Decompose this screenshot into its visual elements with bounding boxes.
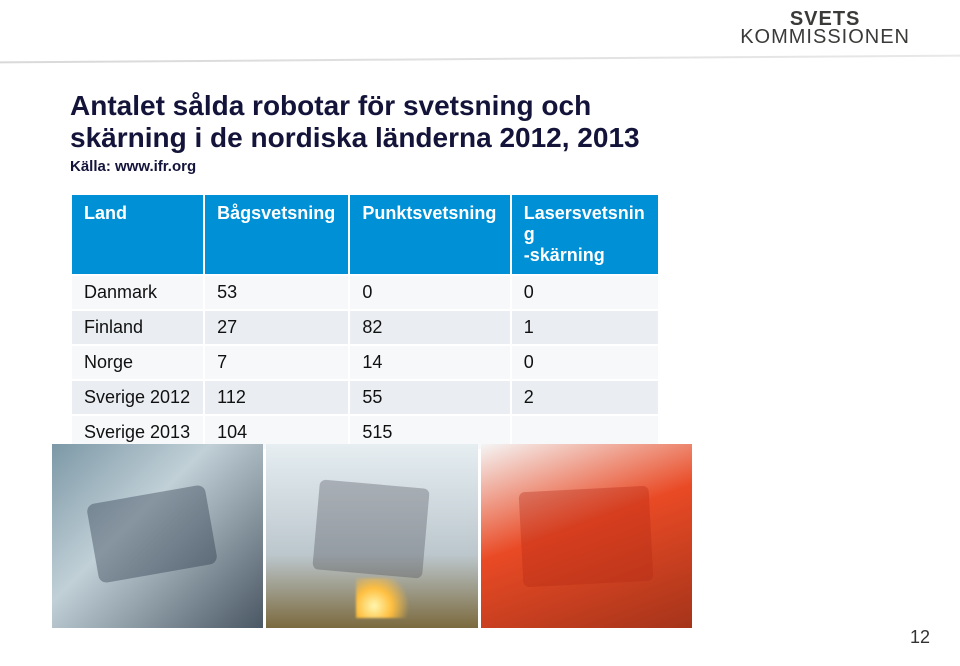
cell-land: Danmark [71,275,204,310]
col-punkt: Punktsvetsning [349,194,510,275]
main-content: Antalet sålda robotar för svetsning och … [70,90,680,451]
header-divider [0,55,960,64]
cell-land: Norge [71,345,204,380]
cell-land: Finland [71,310,204,345]
brand-logo-line2: KOMMISSIONEN [740,28,910,46]
col-land: Land [71,194,204,275]
cell-laser: 2 [511,380,659,415]
cell-punkt: 82 [349,310,510,345]
data-table: Land Bågsvetsning Punktsvetsning Lasersv… [70,193,660,451]
photo-welding-robot-2 [266,444,477,628]
image-strip [52,444,692,628]
cell-punkt: 55 [349,380,510,415]
photo-welding-robot-3 [481,444,692,628]
cell-land: Sverige 2012 [71,380,204,415]
table-row: Finland 27 82 1 [71,310,659,345]
cell-bag: 27 [204,310,349,345]
page-title: Antalet sålda robotar för svetsning och … [70,90,680,154]
cell-bag: 53 [204,275,349,310]
source-line: Källa: www.ifr.org [70,158,680,175]
cell-bag: 7 [204,345,349,380]
cell-laser: 0 [511,275,659,310]
table-row: Norge 7 14 0 [71,345,659,380]
col-laser: Lasersvetsning-skärning [511,194,659,275]
robot-silhouette [518,486,653,588]
weld-spark-icon [356,578,416,618]
cell-laser: 1 [511,310,659,345]
robot-silhouette [86,484,218,584]
page-number: 12 [910,627,930,648]
table-row: Sverige 2012 112 55 2 [71,380,659,415]
cell-punkt: 14 [349,345,510,380]
robot-silhouette [313,479,430,578]
cell-laser: 0 [511,345,659,380]
photo-welding-robot-1 [52,444,263,628]
table-row: Danmark 53 0 0 [71,275,659,310]
brand-logo: SVETS KOMMISSIONEN [740,10,910,46]
table-header-row: Land Bågsvetsning Punktsvetsning Lasersv… [71,194,659,275]
cell-punkt: 0 [349,275,510,310]
col-bag: Bågsvetsning [204,194,349,275]
cell-bag: 112 [204,380,349,415]
